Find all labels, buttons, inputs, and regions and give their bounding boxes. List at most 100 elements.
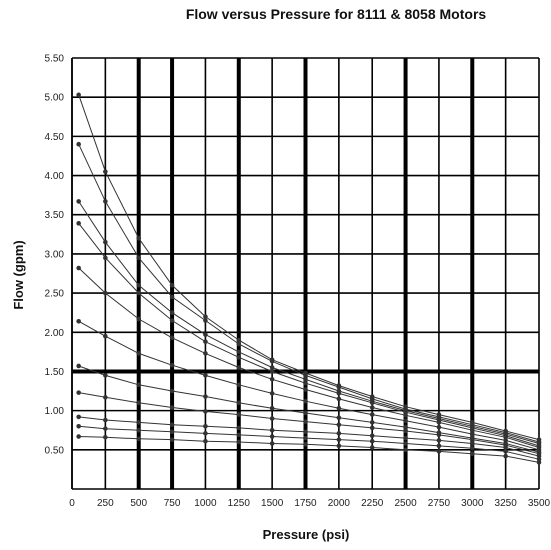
data-point bbox=[236, 432, 242, 438]
data-point bbox=[136, 351, 142, 356]
data-point bbox=[136, 255, 142, 261]
data-point bbox=[269, 427, 275, 433]
data-point bbox=[103, 395, 108, 400]
data-point bbox=[469, 427, 475, 433]
data-point bbox=[469, 441, 475, 446]
x-tick-labels: 0 250 500 750 1000 1250 1500 1750 2000 2250 2500 27… bbox=[69, 498, 550, 509]
data-point bbox=[76, 424, 81, 429]
data-point bbox=[203, 339, 208, 344]
data-point bbox=[203, 431, 208, 436]
x-tick-label: 2250 bbox=[361, 498, 384, 509]
y-tick-label: 1.50 bbox=[45, 367, 65, 378]
data-point bbox=[103, 333, 108, 339]
data-point bbox=[76, 390, 81, 395]
series-11 bbox=[76, 434, 542, 465]
data-point bbox=[236, 382, 242, 388]
data-point bbox=[103, 290, 108, 296]
data-point bbox=[336, 384, 342, 390]
data-point bbox=[169, 318, 175, 323]
data-point bbox=[76, 92, 81, 98]
series-line bbox=[78, 94, 540, 441]
data-point bbox=[336, 405, 342, 411]
data-point bbox=[269, 358, 275, 364]
x-axis-label: Pressure (psi) bbox=[263, 527, 350, 542]
data-point bbox=[303, 410, 308, 416]
data-point bbox=[336, 415, 342, 420]
data-point bbox=[103, 239, 108, 245]
x-tick-label: 3000 bbox=[461, 498, 484, 509]
data-point bbox=[403, 435, 408, 441]
data-point bbox=[169, 437, 175, 442]
data-point bbox=[203, 394, 208, 399]
x-tick-label: 750 bbox=[164, 498, 181, 509]
y-tick-label: 2.50 bbox=[45, 289, 65, 300]
data-point bbox=[469, 431, 475, 437]
data-point bbox=[76, 363, 81, 369]
data-point bbox=[369, 405, 375, 410]
data-point bbox=[369, 400, 375, 406]
data-point bbox=[369, 425, 375, 431]
data-point bbox=[436, 438, 442, 443]
y-tick-label: 0.50 bbox=[45, 445, 65, 456]
x-tick-label: 1250 bbox=[228, 498, 251, 509]
data-point bbox=[76, 141, 81, 147]
data-point bbox=[103, 255, 108, 261]
data-point bbox=[436, 424, 442, 430]
data-point bbox=[76, 199, 81, 204]
data-point bbox=[203, 373, 208, 378]
data-point bbox=[536, 460, 542, 465]
data-point bbox=[336, 431, 342, 436]
y-tick-label: 4.50 bbox=[45, 132, 65, 143]
data-point bbox=[103, 434, 108, 440]
data-point bbox=[269, 369, 275, 374]
data-point bbox=[236, 365, 242, 370]
data-point bbox=[436, 443, 442, 449]
x-tick-label: 2750 bbox=[428, 498, 451, 509]
series-9 bbox=[76, 414, 542, 459]
data-point bbox=[136, 290, 142, 296]
data-point bbox=[369, 412, 375, 417]
x-tick-label: 2000 bbox=[328, 498, 351, 509]
data-point bbox=[169, 429, 175, 435]
data-point bbox=[136, 436, 142, 442]
data-point bbox=[436, 420, 442, 425]
data-point bbox=[303, 380, 308, 386]
y-tick-label: 1.00 bbox=[45, 406, 65, 417]
x-tick-label: 0 bbox=[69, 498, 75, 509]
data-point bbox=[203, 314, 208, 319]
y-tick-label: 5.00 bbox=[45, 93, 65, 104]
series-lines bbox=[76, 92, 542, 465]
series-line bbox=[78, 425, 540, 460]
x-tick-label: 3250 bbox=[495, 498, 518, 509]
data-point bbox=[469, 445, 475, 451]
data-point bbox=[169, 335, 175, 341]
y-tick-label: 3.00 bbox=[45, 249, 65, 260]
data-point bbox=[136, 420, 142, 425]
data-point bbox=[303, 435, 308, 441]
series-5 bbox=[76, 265, 542, 450]
data-point bbox=[303, 398, 308, 404]
data-point bbox=[403, 413, 408, 418]
y-axis-label: Flow (gpm) bbox=[11, 240, 26, 309]
data-point bbox=[236, 349, 242, 355]
data-point bbox=[103, 169, 108, 174]
data-point bbox=[303, 419, 308, 424]
y-tick-label: 5.50 bbox=[45, 54, 65, 65]
data-point bbox=[236, 355, 242, 360]
data-point bbox=[403, 424, 408, 430]
data-point bbox=[136, 400, 142, 406]
data-point bbox=[76, 319, 81, 324]
data-point bbox=[136, 316, 142, 322]
data-point bbox=[76, 414, 81, 420]
x-tick-label: 500 bbox=[130, 498, 147, 509]
data-point bbox=[136, 382, 142, 388]
data-point bbox=[203, 332, 208, 337]
data-point bbox=[269, 441, 275, 446]
data-point bbox=[136, 427, 142, 433]
data-point bbox=[236, 439, 242, 445]
data-point bbox=[169, 388, 175, 394]
y-tick-label: 4.00 bbox=[45, 171, 65, 182]
data-point bbox=[169, 294, 175, 300]
data-point bbox=[369, 433, 375, 439]
